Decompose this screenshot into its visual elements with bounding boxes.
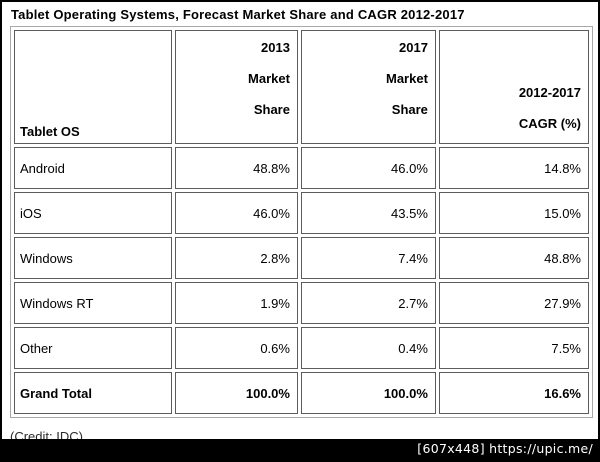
os-name-cell: Grand Total: [14, 372, 173, 414]
share-2013-cell: 0.6%: [175, 327, 298, 369]
os-name-cell: iOS: [14, 192, 173, 234]
table-row-other: Other 0.6% 0.4% 7.5%: [14, 327, 589, 369]
watermark-bar: [607x448] https://upic.me/: [2, 439, 598, 460]
header-tablet-os: Tablet OS: [14, 30, 173, 144]
cagr-cell: 16.6%: [438, 372, 589, 414]
os-name-cell: Android: [14, 147, 173, 189]
share-2013-cell: 48.8%: [175, 147, 298, 189]
market-share-table: Tablet OS 2013 Market Share 2017 Market …: [10, 26, 593, 418]
share-2013-cell: 1.9%: [175, 282, 298, 324]
share-2017-cell: 43.5%: [300, 192, 436, 234]
share-2013-cell: 2.8%: [175, 237, 298, 279]
share-2017-cell: 100.0%: [300, 372, 436, 414]
table-row-grand-total: Grand Total 100.0% 100.0% 16.6%: [14, 372, 589, 414]
cagr-cell: 14.8%: [438, 147, 589, 189]
share-2017-cell: 0.4%: [300, 327, 436, 369]
page-title: Tablet Operating Systems, Forecast Marke…: [11, 7, 465, 22]
table-row-ios: iOS 46.0% 43.5% 15.0%: [14, 192, 589, 234]
table-row-windows-rt: Windows RT 1.9% 2.7% 27.9%: [14, 282, 589, 324]
table-row-windows: Windows 2.8% 7.4% 48.8%: [14, 237, 589, 279]
share-2013-cell: 100.0%: [175, 372, 298, 414]
cagr-cell: 7.5%: [438, 327, 589, 369]
header-2012-2017-cagr: 2012-2017 CAGR (%): [438, 30, 589, 144]
table-header-row: Tablet OS 2013 Market Share 2017 Market …: [14, 30, 589, 144]
share-2017-cell: 7.4%: [300, 237, 436, 279]
os-name-cell: Other: [14, 327, 173, 369]
watermark-text: [607x448] https://upic.me/: [417, 441, 593, 456]
share-2013-cell: 46.0%: [175, 192, 298, 234]
os-name-cell: Windows: [14, 237, 173, 279]
header-2013-market-share: 2013 Market Share: [175, 30, 298, 144]
share-2017-cell: 2.7%: [300, 282, 436, 324]
cagr-cell: 27.9%: [438, 282, 589, 324]
table-row-android: Android 48.8% 46.0% 14.8%: [14, 147, 589, 189]
cagr-cell: 15.0%: [438, 192, 589, 234]
cagr-cell: 48.8%: [438, 237, 589, 279]
header-2017-market-share: 2017 Market Share: [300, 30, 436, 144]
os-name-cell: Windows RT: [14, 282, 173, 324]
share-2017-cell: 46.0%: [300, 147, 436, 189]
